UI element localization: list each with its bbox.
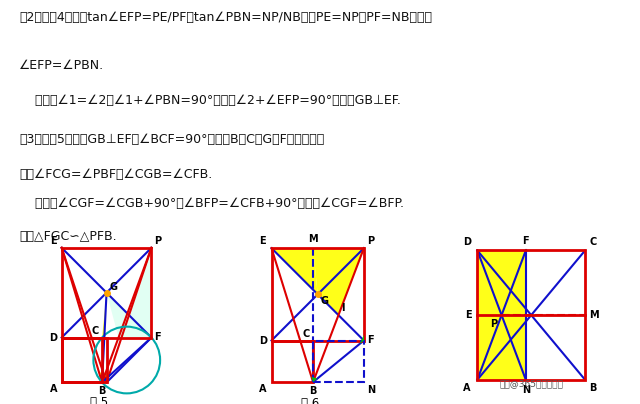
Polygon shape (360, 335, 364, 344)
Text: 所以∠FCG=∠PBF，∠CGB=∠CFB.: 所以∠FCG=∠PBF，∠CGB=∠CFB. (19, 168, 212, 181)
Text: F: F (522, 236, 529, 246)
Text: G: G (321, 296, 328, 306)
Text: B: B (99, 386, 106, 396)
Polygon shape (102, 292, 106, 338)
Text: C: C (302, 329, 309, 339)
Text: B: B (589, 383, 596, 393)
Polygon shape (313, 248, 364, 315)
Polygon shape (271, 248, 317, 295)
Text: E: E (465, 310, 472, 320)
Text: D: D (259, 335, 267, 345)
Text: P: P (367, 236, 374, 246)
Text: A: A (259, 384, 267, 394)
Text: A: A (50, 384, 57, 394)
Text: M: M (589, 310, 599, 320)
Text: （2）如图4，因为tan∠EFP=PE/PF，tan∠PBN=NP/NB，且PE=NP，PF=NB，所以: （2）如图4，因为tan∠EFP=PE/PF，tan∠PBN=NP/NB，且PE… (19, 11, 432, 24)
Text: B: B (309, 386, 317, 396)
Text: P: P (490, 320, 497, 329)
Text: E: E (259, 236, 266, 246)
Text: M: M (308, 234, 318, 244)
Text: 图 6: 图 6 (301, 397, 319, 404)
Text: D: D (463, 237, 471, 247)
Text: C: C (92, 326, 99, 336)
Polygon shape (106, 248, 152, 338)
Text: P: P (154, 236, 161, 246)
Polygon shape (99, 372, 110, 383)
Polygon shape (106, 292, 109, 296)
Text: G: G (109, 282, 117, 292)
Text: 图 5: 图 5 (90, 396, 108, 404)
Polygon shape (477, 250, 526, 380)
Text: N: N (367, 385, 375, 395)
Text: F: F (154, 332, 161, 342)
Text: 头条@365精通数理化: 头条@365精通数理化 (499, 379, 563, 388)
Text: ∠EFP=∠PBN.: ∠EFP=∠PBN. (19, 59, 104, 72)
Text: D: D (49, 332, 57, 343)
Polygon shape (312, 377, 317, 382)
Text: C: C (589, 237, 596, 247)
Text: 所以△FGC∽△PFB.: 所以△FGC∽△PFB. (19, 230, 116, 243)
Text: （3）如图5，由于GB⊥EF，∠BCF=90°，所以B、C、G、F四点共圆．: （3）如图5，由于GB⊥EF，∠BCF=90°，所以B、C、G、F四点共圆． (19, 133, 324, 146)
Text: E: E (50, 236, 56, 246)
Text: 又因为∠1=∠2，∠1+∠PBN=90°，所以∠2+∠EFP=90°．所以GB⊥EF.: 又因为∠1=∠2，∠1+∠PBN=90°，所以∠2+∠EFP=90°．所以GB⊥… (19, 94, 401, 107)
Text: 又因为∠CGF=∠CGB+90°，∠BFP=∠CFB+90°，所以∠CGF=∠BFP.: 又因为∠CGF=∠CGB+90°，∠BFP=∠CFB+90°，所以∠CGF=∠B… (19, 198, 404, 210)
Text: N: N (522, 385, 530, 395)
Text: A: A (463, 383, 471, 393)
Text: I: I (341, 303, 345, 313)
Text: F: F (367, 335, 373, 345)
